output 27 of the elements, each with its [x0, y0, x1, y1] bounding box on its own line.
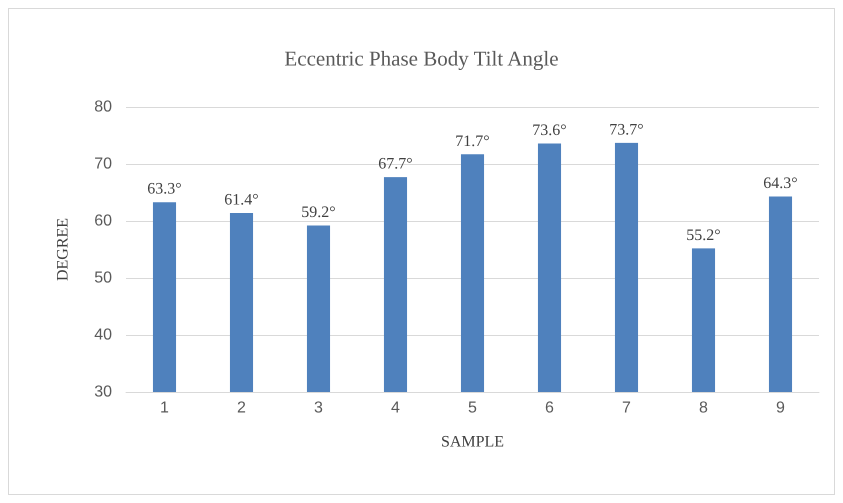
- x-axis-title: SAMPLE: [440, 434, 504, 450]
- x-tick-label: 2: [237, 400, 246, 416]
- x-tick-label: 1: [160, 400, 170, 416]
- x-tick-label: 7: [622, 400, 632, 416]
- x-tick-label: 9: [776, 400, 786, 416]
- x-tick-label: 3: [314, 400, 324, 416]
- y-tick-label: 70: [94, 156, 112, 172]
- x-tick-label: 6: [545, 400, 554, 416]
- data-label: 55.2°: [686, 226, 721, 244]
- x-tick-label: 4: [391, 400, 400, 416]
- x-tick-label: 5: [468, 400, 478, 416]
- data-label: 73.6°: [532, 122, 567, 139]
- y-tick-label: 50: [94, 270, 112, 286]
- data-label: 71.7°: [455, 132, 490, 150]
- chart-title: Eccentric Phase Body Tilt Angle: [284, 46, 559, 70]
- data-label: 63.3°: [147, 180, 182, 198]
- data-label: 73.7°: [609, 121, 644, 138]
- y-tick-label: 40: [94, 326, 112, 344]
- data-label: 59.2°: [301, 204, 336, 222]
- x-tick-label: 8: [699, 400, 708, 416]
- y-tick-label: 30: [94, 384, 112, 400]
- data-label: 64.3°: [763, 174, 798, 192]
- data-label: 67.7°: [378, 156, 413, 173]
- y-axis-title: DEGREE: [54, 218, 72, 282]
- y-tick-label: 80: [94, 98, 112, 116]
- y-tick-label: 60: [94, 212, 112, 230]
- data-label: 61.4°: [224, 192, 259, 209]
